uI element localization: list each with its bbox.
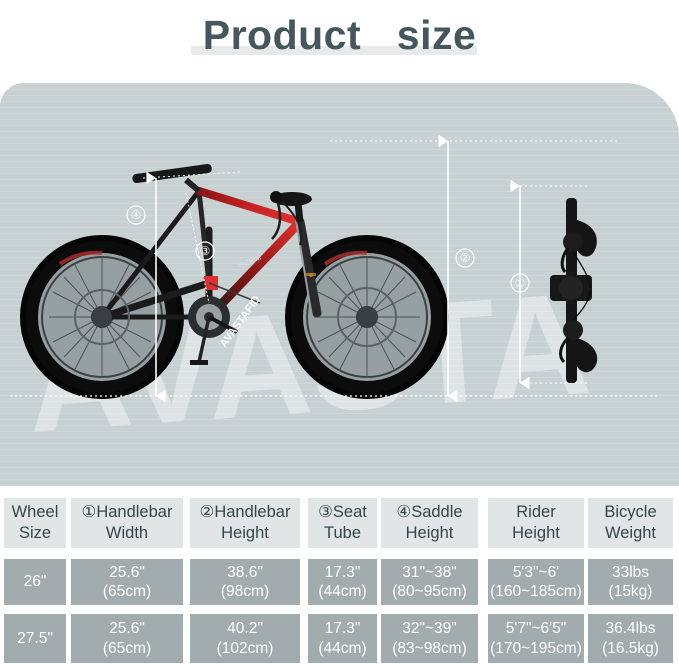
svg-text:④: ④ xyxy=(131,208,142,222)
svg-text:①: ① xyxy=(515,276,526,290)
svg-text:③: ③ xyxy=(200,244,211,258)
svg-text:②: ② xyxy=(460,251,471,265)
